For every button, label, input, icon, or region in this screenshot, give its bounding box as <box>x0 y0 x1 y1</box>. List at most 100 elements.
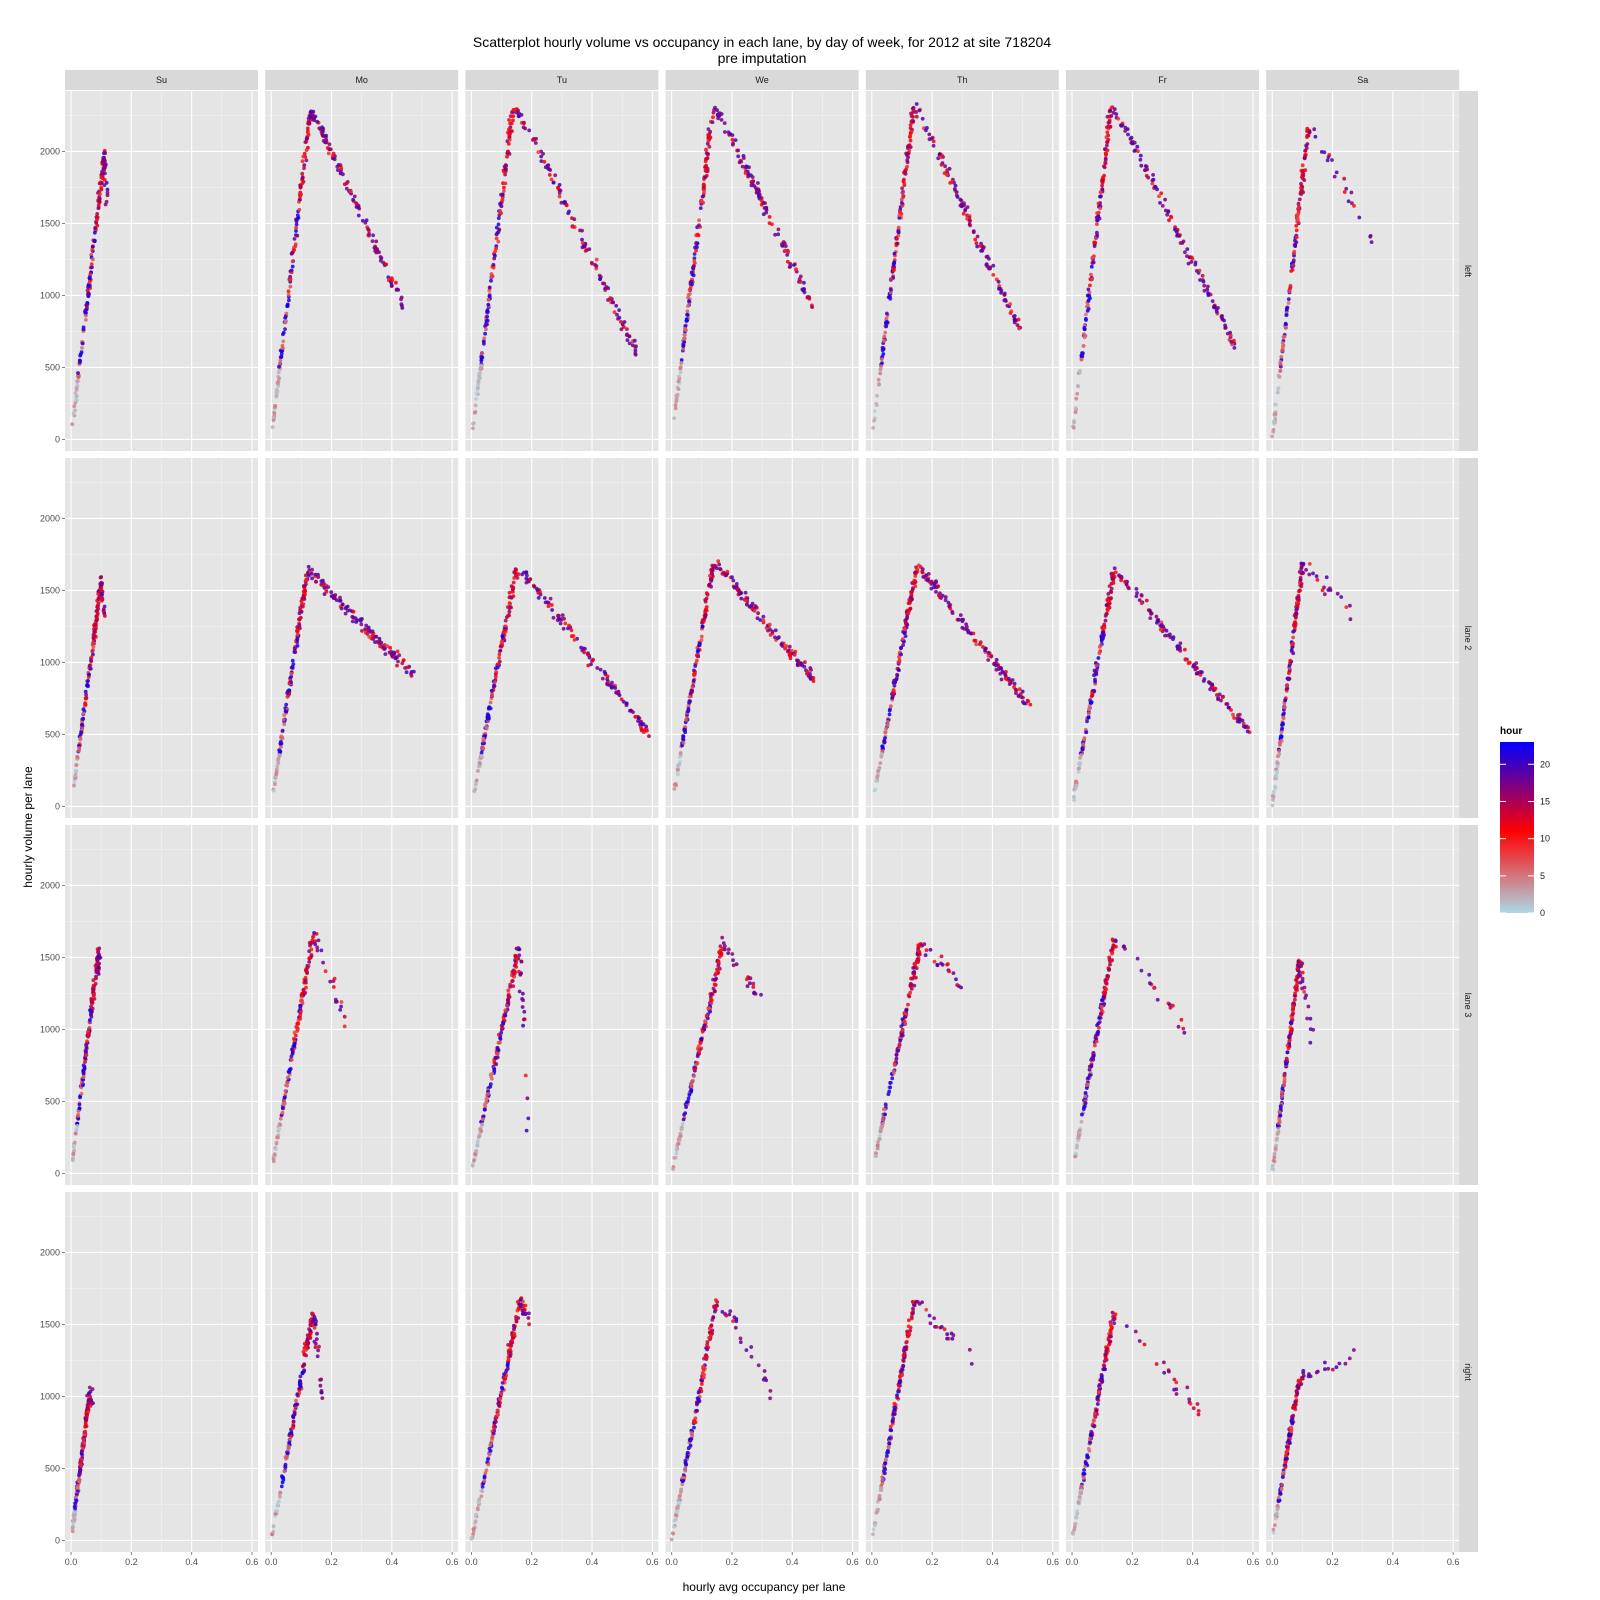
data-point <box>1146 175 1151 180</box>
data-point <box>519 959 524 964</box>
data-point <box>309 947 314 952</box>
data-point <box>292 1036 296 1041</box>
data-point <box>627 334 632 339</box>
data-point <box>1097 1020 1102 1024</box>
data-point <box>498 209 503 213</box>
data-point <box>294 1025 299 1029</box>
data-point <box>550 608 554 612</box>
data-point <box>377 639 382 644</box>
data-point <box>1076 1138 1080 1143</box>
data-point <box>737 591 742 596</box>
data-point <box>694 1062 698 1067</box>
data-point <box>736 588 741 593</box>
data-point <box>1112 107 1117 112</box>
data-point <box>100 592 104 597</box>
data-point <box>773 628 778 633</box>
data-point <box>367 635 372 639</box>
data-point <box>1105 608 1110 613</box>
row-strip-left <box>1458 91 1478 451</box>
data-point <box>86 679 90 683</box>
data-point <box>1099 1004 1104 1009</box>
data-point <box>745 984 750 989</box>
data-point <box>290 259 295 264</box>
y-tick-label: 500 <box>45 729 60 739</box>
data-point <box>524 576 529 581</box>
data-point <box>1011 314 1016 319</box>
data-point <box>996 663 1001 668</box>
data-point <box>1102 165 1107 170</box>
data-point <box>100 172 104 176</box>
data-point <box>685 313 690 317</box>
data-point <box>304 578 309 583</box>
data-point <box>564 203 569 208</box>
data-point <box>105 193 110 198</box>
data-point <box>96 596 101 600</box>
data-point <box>1073 1151 1078 1156</box>
data-point <box>1073 1154 1078 1159</box>
data-point <box>679 361 684 365</box>
data-point <box>716 116 720 121</box>
data-point <box>1098 643 1103 648</box>
data-point <box>1292 623 1296 627</box>
data-point <box>876 769 880 773</box>
data-point <box>1073 406 1078 411</box>
data-point <box>389 649 394 654</box>
data-point <box>1274 1143 1278 1148</box>
panel-lane-3-su <box>65 825 258 1185</box>
data-point <box>971 631 976 636</box>
data-point <box>698 1041 703 1046</box>
data-point <box>1105 114 1110 119</box>
data-point <box>688 287 693 291</box>
data-point <box>324 140 329 145</box>
data-point <box>99 586 104 591</box>
data-point <box>899 1033 904 1038</box>
data-point <box>1292 249 1297 254</box>
data-point <box>714 971 718 976</box>
data-point <box>484 1100 489 1104</box>
data-point <box>695 649 700 654</box>
data-point <box>711 110 716 115</box>
data-point <box>89 1000 94 1005</box>
data-point <box>319 579 324 584</box>
data-point <box>699 634 704 639</box>
data-point <box>877 382 881 386</box>
data-point <box>1112 566 1117 571</box>
data-point <box>279 351 284 356</box>
data-point <box>338 163 343 168</box>
data-point <box>1270 434 1275 439</box>
data-point <box>1278 368 1283 373</box>
data-point <box>507 127 511 132</box>
data-point <box>694 248 698 253</box>
data-point <box>1294 240 1299 245</box>
data-point <box>978 244 983 248</box>
data-point <box>701 185 706 190</box>
data-point <box>323 969 328 974</box>
data-point <box>787 644 792 649</box>
data-point <box>306 564 311 569</box>
data-point <box>87 664 92 668</box>
data-point <box>963 207 968 212</box>
data-point <box>486 706 491 711</box>
data-point <box>507 609 512 614</box>
data-point <box>605 682 610 687</box>
data-point <box>1225 702 1230 706</box>
data-point <box>280 728 285 733</box>
data-point <box>1111 110 1116 115</box>
y-tick-label: 2000 <box>40 880 60 890</box>
data-point <box>925 126 929 130</box>
data-point <box>1342 176 1347 181</box>
data-point <box>1105 148 1110 153</box>
data-point <box>716 960 721 964</box>
data-point <box>883 330 888 335</box>
data-point <box>723 573 728 578</box>
data-point <box>513 971 517 975</box>
data-point <box>1210 299 1215 303</box>
data-point <box>105 187 110 192</box>
data-point <box>99 187 104 192</box>
data-point <box>1135 591 1139 595</box>
data-point <box>532 584 537 589</box>
data-point <box>360 629 364 633</box>
data-point <box>901 637 905 641</box>
data-point <box>1200 273 1205 278</box>
data-point <box>1135 956 1140 961</box>
